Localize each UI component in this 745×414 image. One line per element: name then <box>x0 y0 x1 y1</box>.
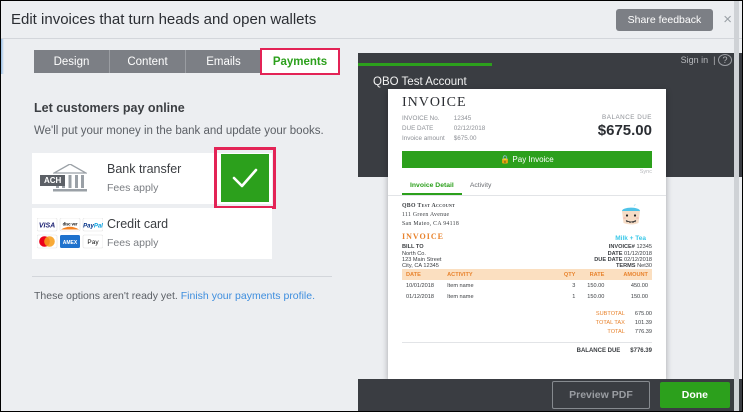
svg-text:AMEX: AMEX <box>62 240 77 246</box>
svg-text:disc ver: disc ver <box>62 221 77 226</box>
svg-text:PayPal: PayPal <box>83 223 103 229</box>
svg-text:Pay: Pay <box>87 239 99 246</box>
svg-text:VISA: VISA <box>38 222 54 229</box>
